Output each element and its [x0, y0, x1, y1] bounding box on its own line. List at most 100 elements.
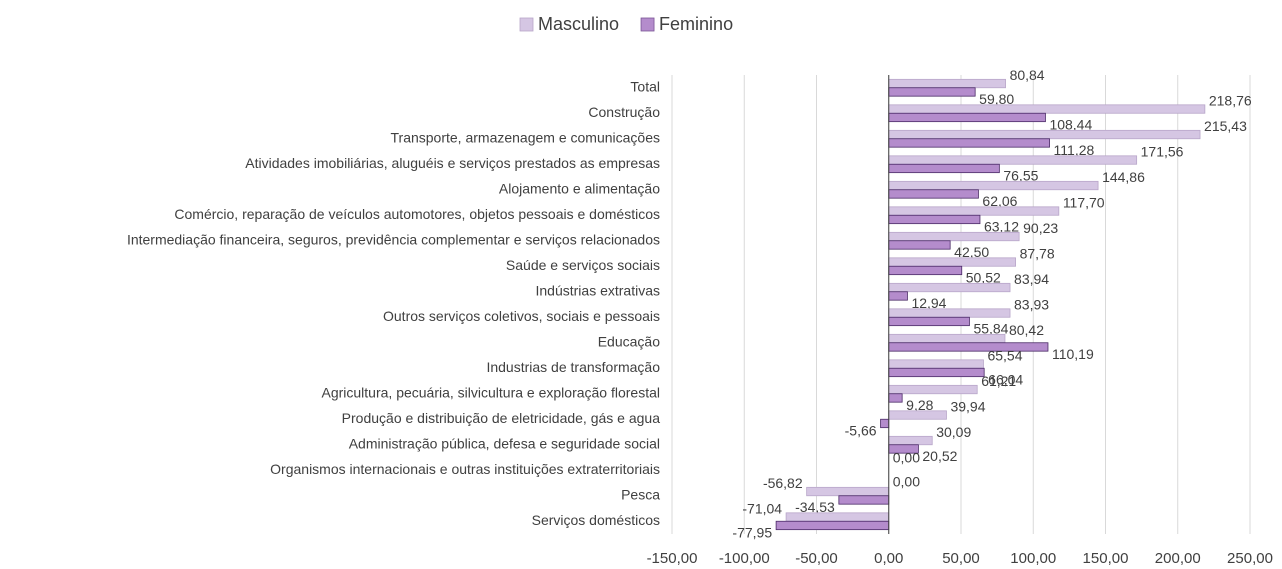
bar: [888, 282, 1011, 293]
category-label: Alojamento e alimentação: [499, 180, 660, 196]
bar: [888, 393, 903, 403]
bar: [888, 367, 985, 378]
data-label: 80,42: [1009, 322, 1044, 338]
category-label: Intermediação financeira, seguros, previ…: [127, 231, 660, 247]
data-label: 117,70: [1063, 195, 1105, 211]
x-tick-label: 50,00: [942, 550, 980, 567]
data-label: -71,04: [742, 501, 782, 517]
bar: [880, 418, 890, 429]
data-label: 62,06: [982, 193, 1017, 209]
category-label: Educação: [598, 333, 660, 349]
data-label: -34,53: [795, 499, 835, 515]
bar: [888, 240, 951, 250]
bar: [785, 512, 890, 522]
bar: [888, 333, 1006, 344]
x-tick-label: -50,00: [795, 550, 838, 567]
data-label: 90,23: [1023, 220, 1058, 236]
x-tick-label: 200,00: [1155, 550, 1201, 567]
category-label: Total: [630, 78, 660, 94]
bar: [888, 435, 933, 446]
bar: [888, 189, 979, 199]
data-label: 0,00: [893, 450, 920, 466]
data-label: -56,82: [763, 475, 803, 491]
category-label: Atividades imobiliárias, aluguéis e serv…: [245, 155, 660, 171]
data-label: 111,28: [1054, 142, 1095, 158]
x-tick-label: 150,00: [1083, 550, 1129, 567]
category-label: Administração pública, defesa e segurida…: [349, 435, 660, 451]
bar: [888, 316, 970, 327]
data-label: 76,55: [1003, 167, 1038, 183]
legend-label: Masculino: [538, 14, 619, 34]
category-label: Produção e distribuição de eletricidade,…: [342, 410, 661, 426]
bar: [888, 384, 978, 395]
data-label: 83,94: [1014, 271, 1049, 287]
data-label: 63,12: [984, 218, 1019, 234]
bar: [888, 112, 1046, 123]
category-label: Outros serviços coletivos, sociais e pes…: [383, 308, 660, 324]
data-label: 9,28: [906, 397, 933, 413]
bar: [888, 206, 1060, 216]
data-label: 61,21: [981, 373, 1016, 389]
category-label: Pesca: [621, 486, 660, 502]
data-label: 42,50: [954, 244, 989, 260]
data-label: 12,94: [911, 295, 946, 311]
category-label: Serviços domésticos: [532, 512, 660, 528]
data-label: -77,95: [732, 524, 772, 540]
data-label: 144,86: [1102, 169, 1145, 185]
data-label: 87,78: [1020, 246, 1055, 262]
category-label: Transporte, armazenagem e comunicações: [391, 129, 661, 145]
bar: [888, 214, 981, 225]
category-label: Saúde e serviços sociais: [506, 257, 660, 273]
bar: [888, 291, 908, 301]
legend-swatch: [640, 17, 655, 32]
bar: [838, 495, 890, 505]
bar: [888, 265, 963, 276]
legend-label: Feminino: [659, 14, 733, 34]
data-label: 65,54: [987, 348, 1022, 364]
bar: [888, 155, 1138, 165]
legend-swatch: [519, 17, 534, 32]
x-tick-label: 250,00: [1227, 550, 1273, 567]
bar: [888, 87, 976, 97]
data-label: 55,84: [973, 320, 1008, 336]
data-label: 39,94: [950, 399, 985, 415]
data-label: 218,76: [1209, 93, 1252, 109]
data-label: 215,43: [1204, 118, 1247, 134]
bar: [888, 78, 1006, 89]
bar: [888, 410, 947, 420]
data-label: 20,52: [922, 448, 957, 464]
category-label: Indústrias extrativas: [536, 282, 661, 298]
data-label: 171,56: [1141, 144, 1184, 160]
data-label: 66,04: [988, 371, 1023, 387]
x-tick-label: -100,00: [719, 550, 770, 567]
bar: [888, 359, 984, 369]
category-label: Organismos internacionais e outras insti…: [270, 461, 660, 477]
data-label: 80,84: [1010, 67, 1045, 83]
category-label: Comércio, reparação de veículos automoto…: [174, 206, 660, 222]
bar: [888, 231, 1020, 242]
data-label: 30,09: [936, 424, 971, 440]
bar: [888, 138, 1050, 148]
data-label: 108,44: [1049, 116, 1092, 132]
bar: [888, 257, 1016, 267]
bar: [888, 104, 1206, 114]
bar: [888, 180, 1099, 191]
category-label: Agricultura, pecuária, silvicultura e ex…: [322, 384, 661, 400]
data-label: 110,19: [1052, 346, 1094, 362]
x-tick-label: -150,00: [647, 550, 698, 567]
bar: [888, 308, 1011, 318]
data-label: -5,66: [845, 422, 877, 438]
bar: [888, 163, 1000, 174]
data-label: 83,93: [1014, 297, 1049, 313]
bar: [806, 486, 890, 497]
bar: [888, 342, 1049, 352]
category-label: Industrias de transformação: [486, 359, 660, 375]
data-label: 59,80: [979, 91, 1014, 107]
data-label: 50,52: [966, 269, 1001, 285]
bar: [775, 520, 890, 531]
data-label: 0,00: [893, 473, 920, 489]
category-label: Construção: [588, 104, 660, 120]
x-tick-label: 100,00: [1010, 550, 1056, 567]
bar: [888, 129, 1201, 140]
